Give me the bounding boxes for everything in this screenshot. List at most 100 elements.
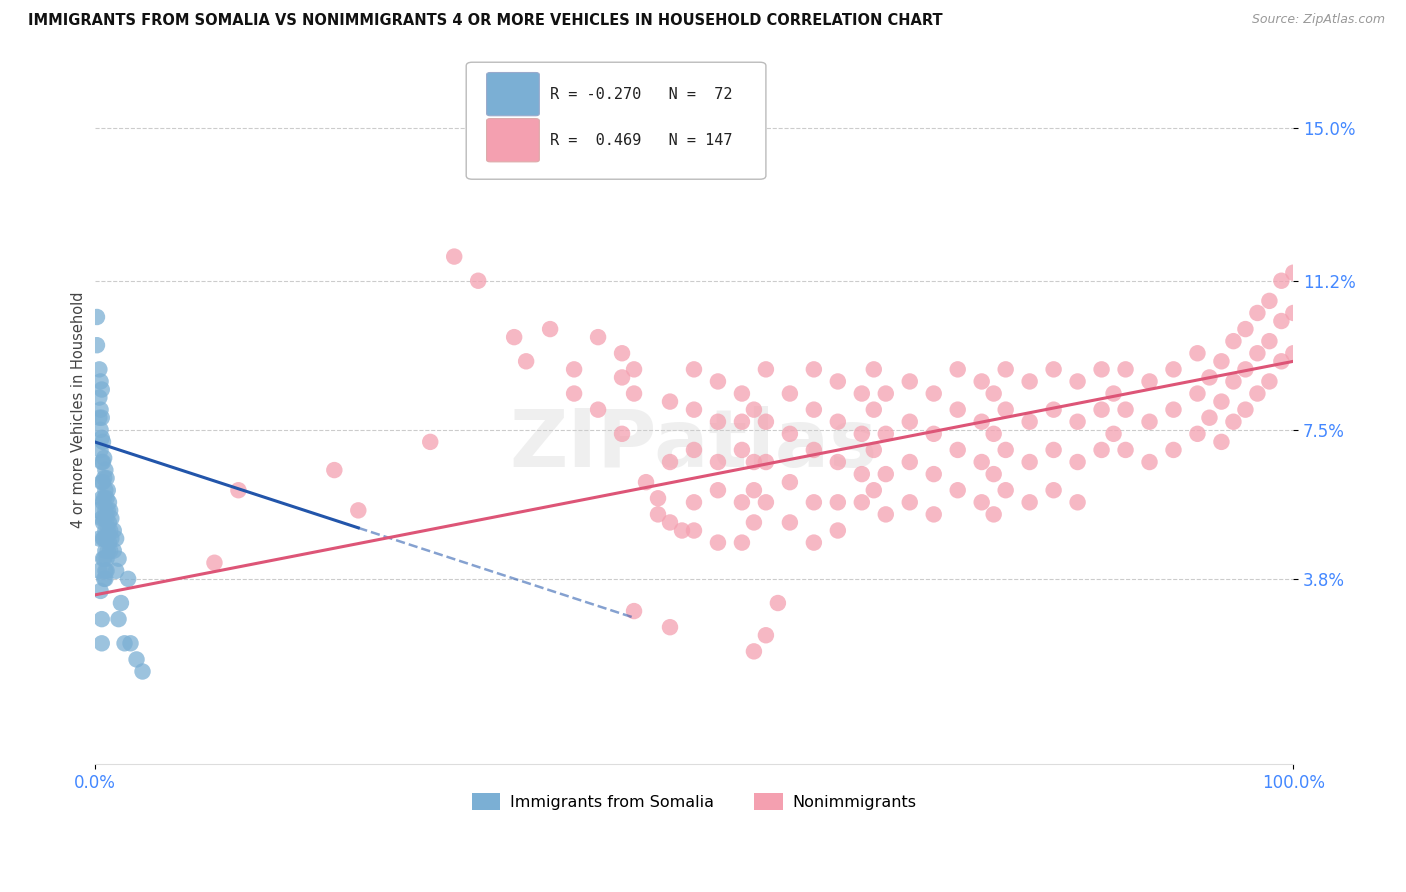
Point — [93, 491, 115, 506]
Point — [90, 375, 112, 389]
Point — [93, 572, 115, 586]
Point — [683, 442, 706, 457]
Point — [1282, 346, 1305, 360]
Point — [1270, 354, 1292, 368]
Point — [827, 375, 849, 389]
Point — [827, 524, 849, 538]
Point — [97, 495, 120, 509]
Point — [898, 415, 921, 429]
Point — [994, 442, 1017, 457]
Point — [1246, 306, 1268, 320]
Point — [683, 495, 706, 509]
Legend: Immigrants from Somalia, Nonimmigrants: Immigrants from Somalia, Nonimmigrants — [465, 787, 922, 816]
Point — [875, 426, 897, 441]
Point — [1258, 334, 1281, 348]
Point — [659, 455, 682, 469]
Point — [1246, 386, 1268, 401]
Point — [803, 402, 825, 417]
Point — [1282, 306, 1305, 320]
Point — [91, 455, 114, 469]
Point — [1198, 410, 1220, 425]
Point — [1139, 375, 1161, 389]
Point — [125, 652, 148, 666]
Point — [970, 455, 993, 469]
Point — [1066, 455, 1088, 469]
Point — [90, 423, 112, 437]
Point — [131, 665, 153, 679]
Point — [1066, 375, 1088, 389]
Point — [97, 524, 120, 538]
Point — [803, 535, 825, 549]
Point — [1018, 495, 1040, 509]
Point — [898, 455, 921, 469]
Point — [419, 434, 441, 449]
Point — [862, 483, 884, 498]
Point — [1270, 314, 1292, 328]
Point — [994, 362, 1017, 376]
Point — [946, 402, 969, 417]
Point — [1018, 455, 1040, 469]
Point — [94, 572, 117, 586]
Point — [110, 596, 132, 610]
Point — [94, 463, 117, 477]
Point — [1222, 415, 1244, 429]
Point — [983, 426, 1005, 441]
Point — [1042, 483, 1064, 498]
Point — [90, 636, 112, 650]
Point — [1090, 402, 1112, 417]
Point — [683, 402, 706, 417]
Point — [742, 455, 765, 469]
Point — [97, 543, 120, 558]
Point — [90, 511, 112, 525]
Point — [98, 524, 121, 538]
Point — [970, 415, 993, 429]
Point — [117, 572, 139, 586]
Point — [93, 450, 115, 465]
Point — [1258, 293, 1281, 308]
Point — [93, 551, 115, 566]
Point — [994, 483, 1017, 498]
Point — [1187, 346, 1209, 360]
Point — [659, 516, 682, 530]
Point — [89, 410, 111, 425]
Point — [100, 511, 122, 525]
Point — [731, 495, 754, 509]
Point — [90, 431, 112, 445]
Point — [862, 402, 884, 417]
Point — [610, 346, 633, 360]
Point — [90, 383, 112, 397]
Point — [443, 250, 465, 264]
Point — [851, 426, 873, 441]
Point — [1102, 426, 1125, 441]
Point — [1211, 394, 1233, 409]
Point — [922, 467, 945, 482]
Point — [1222, 375, 1244, 389]
Point — [1018, 375, 1040, 389]
Point — [683, 524, 706, 538]
Point — [91, 551, 114, 566]
Point — [946, 442, 969, 457]
Point — [86, 310, 108, 324]
Point — [671, 524, 693, 538]
Point — [98, 503, 121, 517]
Point — [946, 362, 969, 376]
Point — [779, 516, 801, 530]
Point — [742, 516, 765, 530]
Point — [742, 644, 765, 658]
Point — [89, 564, 111, 578]
Point — [647, 491, 669, 506]
Point — [91, 495, 114, 509]
Point — [683, 362, 706, 376]
Point — [875, 467, 897, 482]
Point — [707, 375, 730, 389]
Point — [875, 508, 897, 522]
Point — [922, 426, 945, 441]
Point — [610, 426, 633, 441]
Text: IMMIGRANTS FROM SOMALIA VS NONIMMIGRANTS 4 OR MORE VEHICLES IN HOUSEHOLD CORRELA: IMMIGRANTS FROM SOMALIA VS NONIMMIGRANTS… — [28, 13, 943, 29]
Point — [89, 362, 111, 376]
Point — [91, 516, 114, 530]
Point — [1018, 415, 1040, 429]
Point — [922, 508, 945, 522]
Point — [898, 495, 921, 509]
Point — [1282, 266, 1305, 280]
